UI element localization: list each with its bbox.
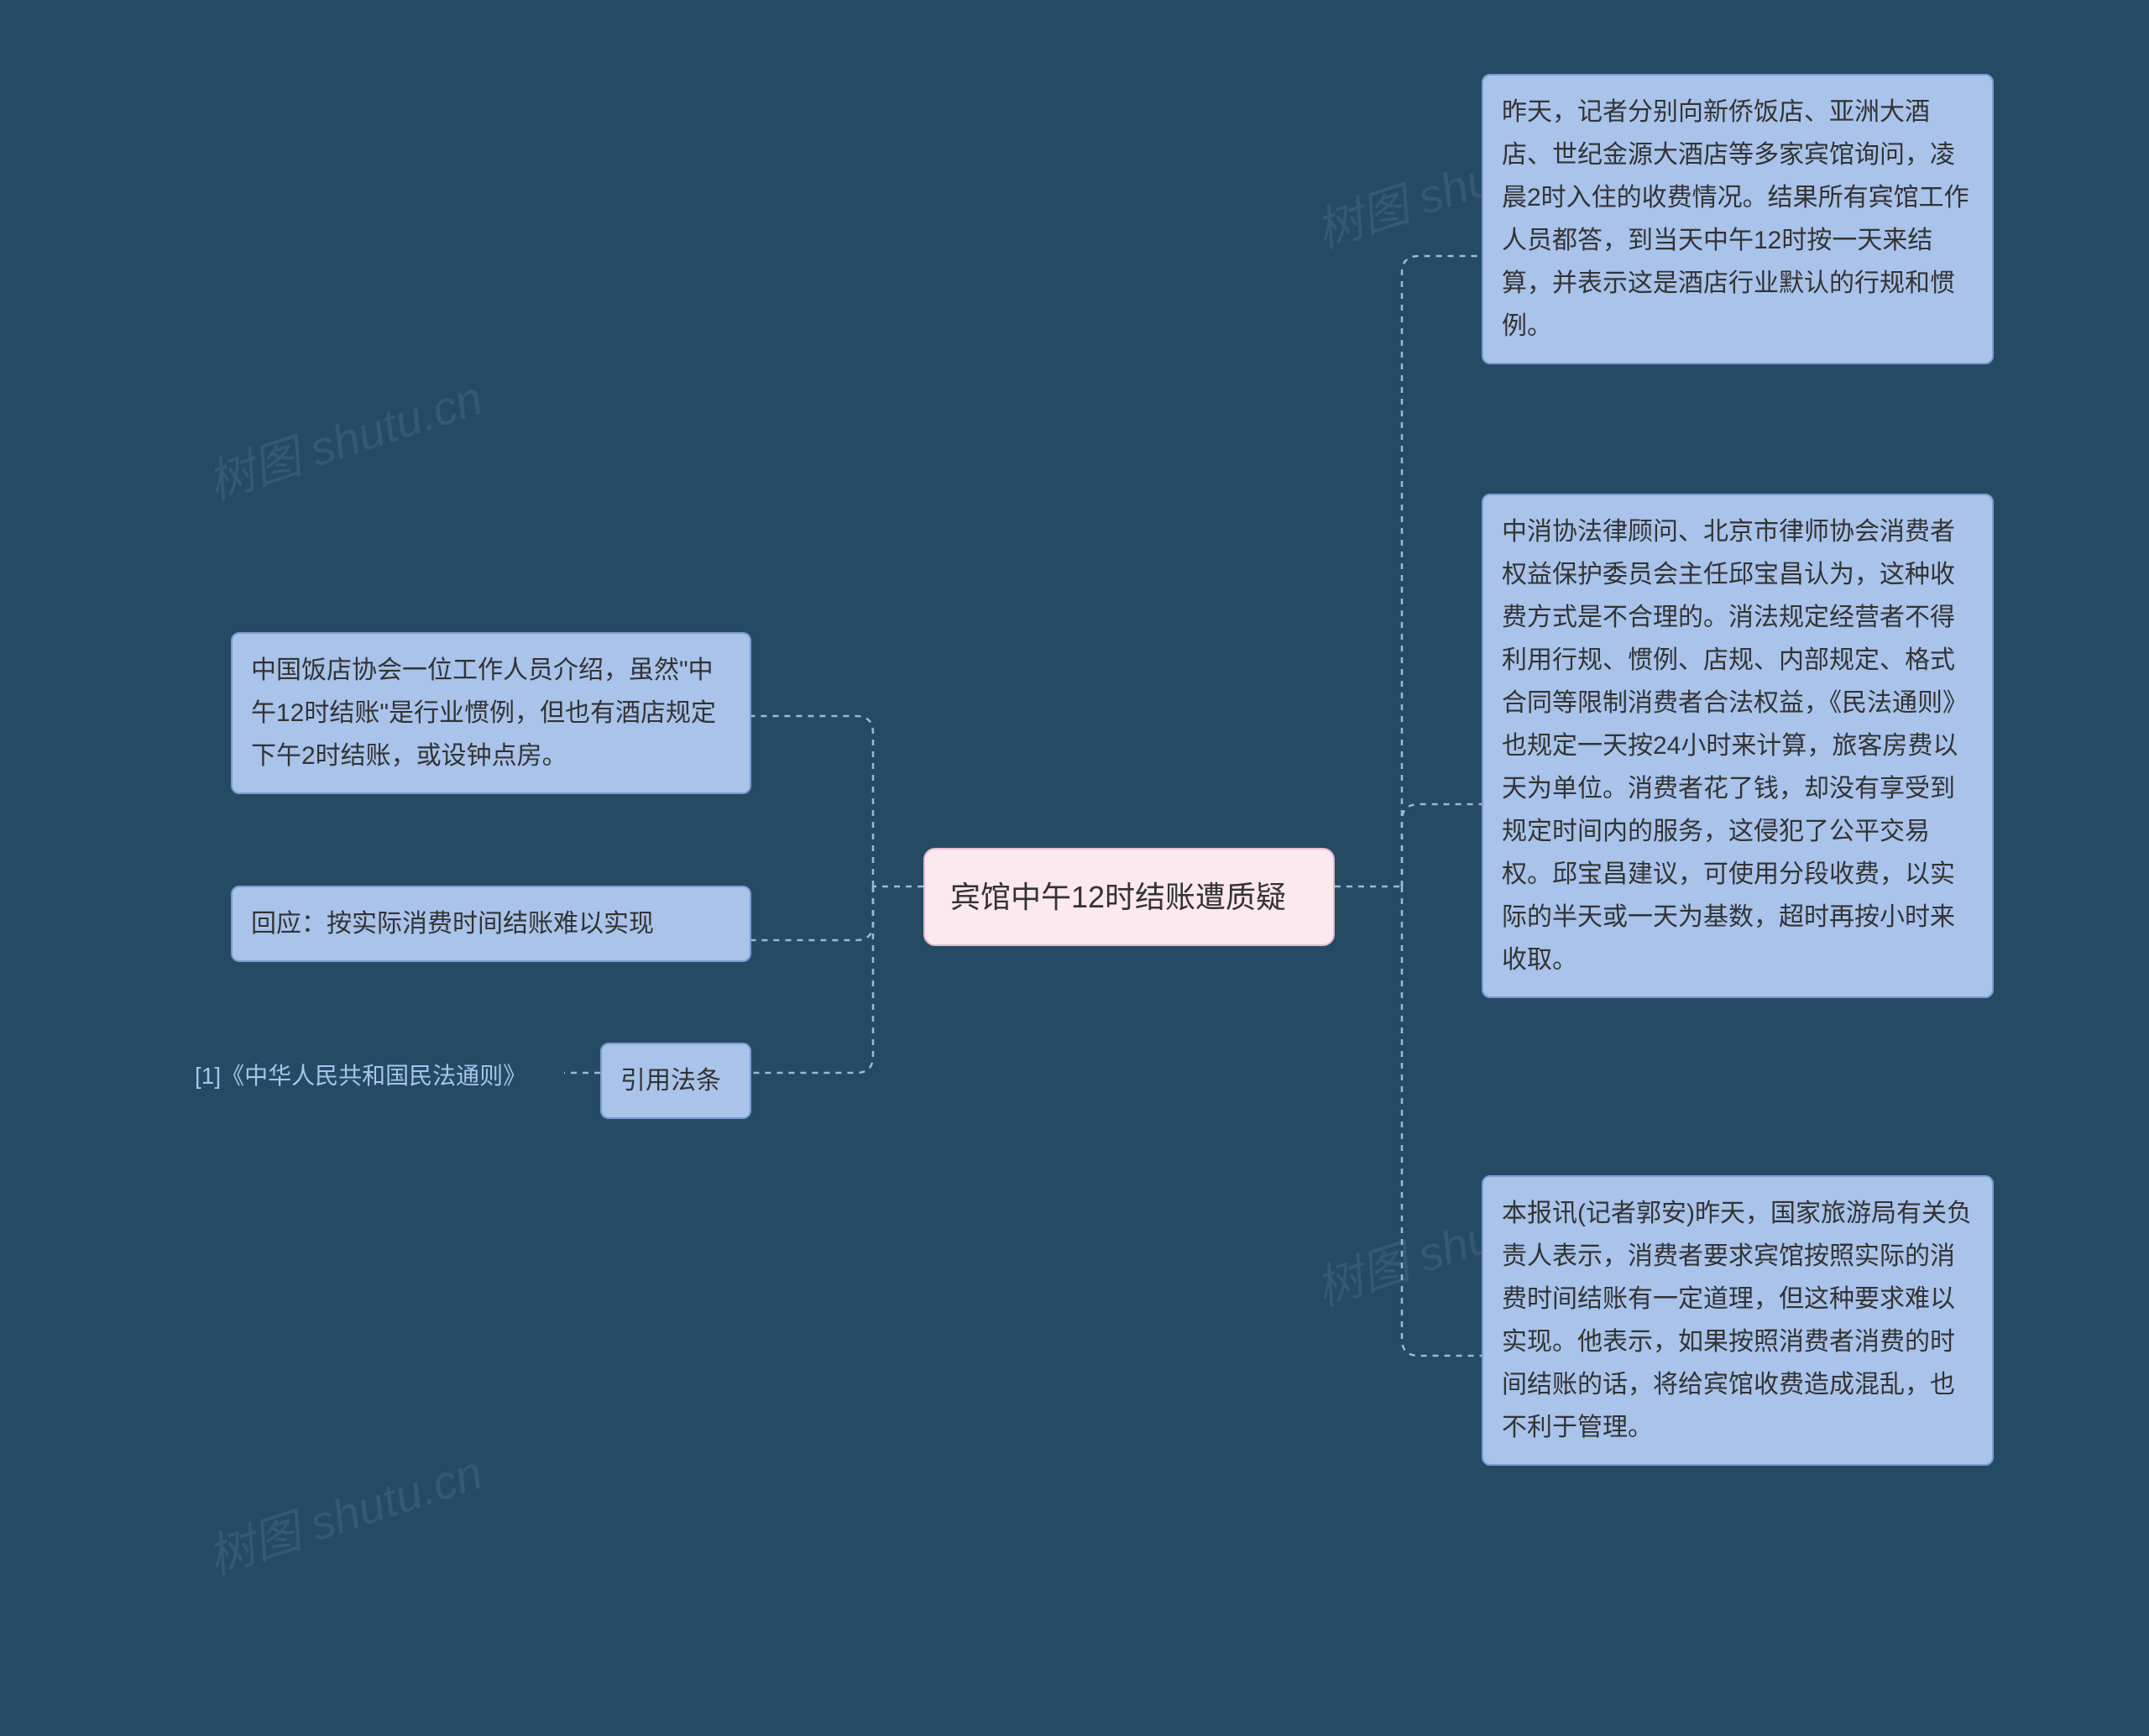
mindmap-node-right1[interactable]: 昨天，记者分别向新侨饭店、亚洲大酒店、世纪金源大酒店等多家宾馆询问，凌晨2时入住… — [1482, 74, 1994, 364]
connector — [1402, 256, 1482, 886]
connector — [1402, 804, 1482, 886]
mindmap-node-right2[interactable]: 中消协法律顾问、北京市律师协会消费者权益保护委员会主任邱宝昌认为，这种收费方式是… — [1482, 494, 1994, 998]
node-text: 本报讯(记者郭安)昨天，国家旅游局有关负责人表示，消费者要求宾馆按照实际的消费时… — [1502, 1200, 1972, 1441]
node-text: 回应：按实际消费时间结账难以实现 — [251, 910, 654, 938]
leaf-text: [1]《中华人民共和国民法通则》 — [195, 1063, 526, 1089]
mindmap-node-left3[interactable]: 引用法条 — [600, 1043, 751, 1119]
mindmap-node-right3[interactable]: 本报讯(记者郭安)昨天，国家旅游局有关负责人表示，消费者要求宾馆按照实际的消费时… — [1482, 1175, 1994, 1466]
node-text: 中国饭店协会一位工作人员介绍，虽然"中午12时结账"是行业惯例，但也有酒店规定下… — [251, 656, 716, 770]
mindmap-node-left2[interactable]: 回应：按实际消费时间结账难以实现 — [231, 886, 751, 962]
center-node-text: 宾馆中午12时结账遭质疑 — [950, 880, 1286, 914]
mindmap-leaf-citation[interactable]: [1]《中华人民共和国民法通则》 — [186, 1051, 564, 1101]
node-text: 昨天，记者分别向新侨饭店、亚洲大酒店、世纪金源大酒店等多家宾馆询问，凌晨2时入住… — [1502, 98, 1969, 340]
connector — [751, 886, 873, 1073]
connector — [751, 886, 873, 940]
mindmap-center-node[interactable]: 宾馆中午12时结账遭质疑 — [923, 848, 1335, 946]
watermark: 树图 shutu.cn — [198, 1435, 490, 1588]
mindmap-node-left1[interactable]: 中国饭店协会一位工作人员介绍，虽然"中午12时结账"是行业惯例，但也有酒店规定下… — [231, 632, 751, 794]
connector — [1402, 886, 1482, 1356]
watermark: 树图 shutu.cn — [198, 361, 490, 514]
connector — [751, 716, 873, 886]
node-text: 中消协法律顾问、北京市律师协会消费者权益保护委员会主任邱宝昌认为，这种收费方式是… — [1502, 518, 1968, 974]
node-text: 引用法条 — [620, 1067, 721, 1095]
